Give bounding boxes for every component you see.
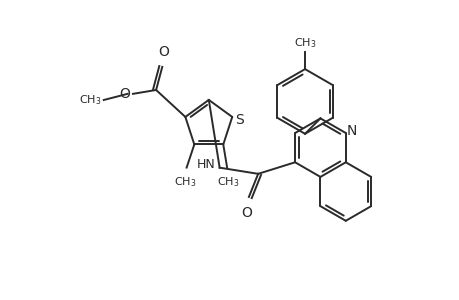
Text: CH$_3$: CH$_3$ bbox=[293, 36, 316, 50]
Text: O: O bbox=[119, 87, 129, 101]
Text: S: S bbox=[235, 113, 244, 127]
Text: N: N bbox=[346, 124, 356, 139]
Text: CH$_3$: CH$_3$ bbox=[174, 175, 196, 189]
Text: CH$_3$: CH$_3$ bbox=[79, 93, 101, 107]
Text: O: O bbox=[241, 206, 252, 220]
Text: CH$_3$: CH$_3$ bbox=[217, 175, 240, 189]
Text: HN: HN bbox=[196, 158, 215, 171]
Text: O: O bbox=[158, 45, 169, 59]
